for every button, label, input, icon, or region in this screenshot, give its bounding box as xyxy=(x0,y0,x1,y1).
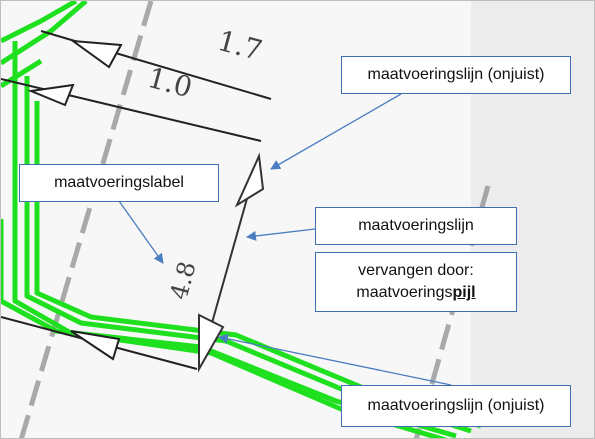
leader-lines xyxy=(1,30,272,370)
dimension-arrowhead-bottom xyxy=(198,313,225,373)
dashed-line-left xyxy=(18,1,154,438)
callout-replace-line1: vervangen door: xyxy=(358,262,474,279)
arrow-incorrect-top xyxy=(270,93,402,170)
arrow-line xyxy=(246,228,316,241)
callout-incorrect-top: maatvoeringslijn (onjuist) xyxy=(341,56,571,94)
callout-replace-emph: pijl xyxy=(452,284,476,301)
callout-replace-prefix: maatvoerings xyxy=(356,284,453,301)
arrow-incorrect-bottom xyxy=(218,333,452,386)
callout-replace: vervangen door: maatvoeringspijl xyxy=(315,252,517,312)
dimension-line-vertical xyxy=(198,152,265,373)
callout-line-text: maatvoeringslijn xyxy=(358,217,474,234)
arrow-label xyxy=(118,200,164,264)
callout-replace-line2: maatvoeringspijl xyxy=(356,282,475,304)
callout-label-text: maatvoeringslabel xyxy=(54,174,184,191)
callout-incorrect-bottom: maatvoeringslijn (onjuist) xyxy=(341,385,571,427)
callout-incorrect-bottom-text: maatvoeringslijn (onjuist) xyxy=(367,397,545,414)
callout-line: maatvoeringslijn xyxy=(315,207,517,245)
dimension-arrowhead-top xyxy=(234,152,265,208)
callout-label: maatvoeringslabel xyxy=(19,164,219,202)
callout-incorrect-top-text: maatvoeringslijn (onjuist) xyxy=(367,66,545,83)
callout-arrows xyxy=(118,93,452,386)
